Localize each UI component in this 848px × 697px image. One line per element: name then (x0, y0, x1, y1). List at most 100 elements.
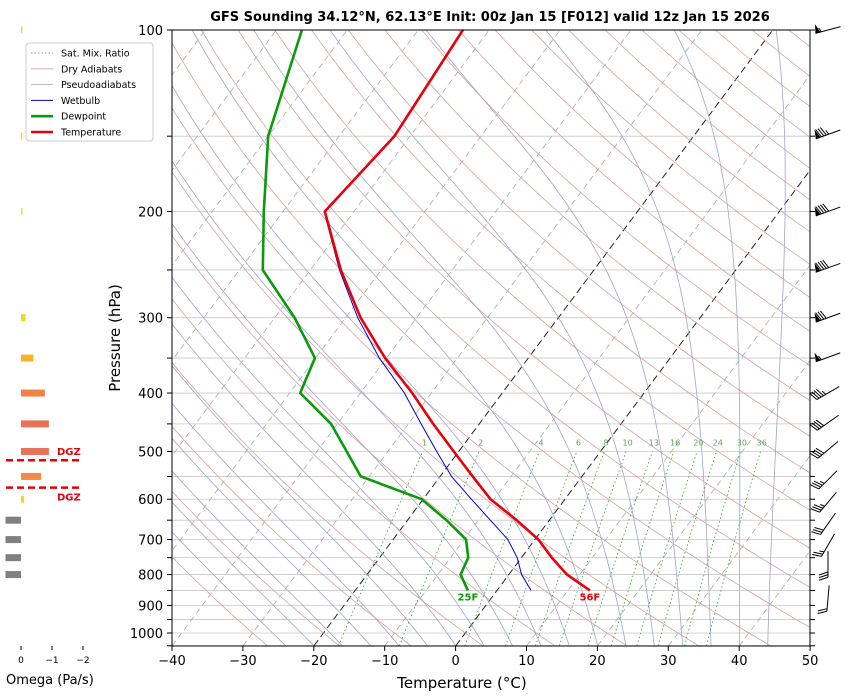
x-tick-label: 10 (518, 654, 535, 669)
barb-staff (821, 533, 835, 557)
mixing-ratio-label: 36 (757, 438, 767, 447)
barb-staff (815, 26, 841, 34)
mixing-ratio-label: 1 (422, 438, 427, 447)
x-tick-label: −40 (158, 654, 185, 669)
barb-half (819, 550, 825, 553)
barb-full (817, 205, 825, 214)
barb-full (815, 447, 825, 454)
barb-full (813, 449, 823, 456)
wind-barb (814, 310, 841, 323)
omega-bar (21, 447, 49, 455)
pseudoadiabat (172, 501, 315, 646)
barb-full (818, 571, 829, 576)
profiles: 25F 56F (261, 30, 600, 603)
wind-barb (814, 259, 841, 273)
omega-panel: 0 −1 −2 DGZ DGZ (5, 26, 90, 666)
barb-full (813, 504, 824, 509)
chart-title: GFS Sounding 34.12°N, 62.13°E Init: 00z … (210, 10, 770, 25)
legend-label: Sat. Mix. Ratio (61, 49, 130, 60)
mixing-ratio-label: 8 (603, 438, 608, 447)
barb-full (814, 526, 824, 531)
barb-half (818, 355, 822, 361)
barb-pennant (814, 263, 821, 273)
legend-label: Wetbulb (61, 96, 100, 107)
x-tick-label: −10 (371, 654, 398, 669)
barb-staff (817, 414, 839, 431)
dry-adiabat (605, 30, 810, 201)
barb-full (811, 422, 820, 430)
mixing-ratio-line (684, 451, 741, 646)
pseudoadiabat (172, 437, 372, 646)
pseudoadiabat (253, 30, 627, 646)
y-tick-label: 300 (138, 312, 163, 327)
surface-temperature-label: 56F (579, 592, 600, 603)
barb-full (812, 554, 822, 557)
omega-bar (21, 132, 23, 140)
y-tick-label: 200 (138, 206, 163, 221)
barb-full (820, 204, 827, 213)
dry-adiabat (751, 30, 810, 78)
dry-adiabat (172, 234, 627, 646)
barb-full (815, 206, 822, 215)
barb-full (818, 576, 829, 581)
dry-adiabat (347, 30, 810, 437)
barb-pennant (815, 24, 821, 34)
dry-adiabat (384, 30, 810, 402)
dry-adiabat (172, 556, 268, 646)
x-tick-label: 50 (802, 654, 819, 669)
legend-label: Temperature (60, 128, 121, 139)
barb-full (811, 531, 821, 535)
barb-half (819, 480, 825, 484)
y-axis-label: Pressure (hPa) (106, 284, 124, 392)
pseudoadiabat (329, 30, 655, 646)
temperature-line (323, 30, 591, 592)
barb-full (813, 421, 822, 428)
barb-full (813, 390, 822, 398)
omega-bar (21, 354, 34, 362)
pseudoadiabat (545, 30, 712, 646)
isotherm (526, 264, 810, 646)
barb-staff (815, 312, 841, 323)
omega-bar (21, 472, 42, 480)
barb-full (818, 574, 829, 579)
dry-adiabat (531, 30, 810, 265)
pseudoadiabat (172, 470, 343, 646)
wind-barb (811, 512, 836, 535)
mixing-ratio-line (706, 451, 761, 646)
mixing-ratio-label: 30 (737, 438, 747, 447)
barb-full (820, 127, 827, 136)
barb-full (810, 484, 820, 490)
barb-full (822, 259, 830, 268)
wind-barb (810, 470, 838, 490)
barb-staff (815, 262, 841, 273)
plot-frame (171, 29, 811, 647)
barb-half (821, 390, 827, 395)
barb-staff (817, 441, 839, 459)
mixing-ratio-label: 16 (670, 438, 680, 447)
x-tick-label: −30 (229, 654, 256, 669)
wind-barb (809, 386, 840, 400)
barb-half (820, 504, 825, 507)
barb-pennant (814, 206, 821, 216)
barb-full (820, 260, 827, 269)
dry-adiabat (172, 107, 771, 646)
mixing-ratio-label: 10 (623, 438, 633, 447)
dry-adiabat (172, 171, 699, 646)
axes: −40 −30 −20 −10 0 10 20 30 40 50 100 200 300 400 500 60… (130, 24, 818, 669)
omega-x-tick-label: −2 (76, 656, 89, 666)
barb-full (820, 310, 827, 319)
barb-staff (826, 585, 830, 612)
barb-pennant (814, 352, 821, 362)
wind-barb (809, 441, 839, 459)
barb-staff (819, 491, 837, 513)
surface-dewpoint-label: 25F (458, 592, 479, 603)
y-tick-label: 600 (138, 493, 163, 508)
dry-adiabat (311, 30, 810, 474)
barb-full (817, 610, 827, 614)
isotherm (809, 645, 810, 646)
y-tick-label: 1000 (130, 627, 163, 642)
dry-adiabat (458, 30, 810, 332)
barb-pennant (814, 129, 821, 139)
barb-full (816, 388, 824, 397)
mixing-ratio-label: 24 (713, 438, 723, 447)
